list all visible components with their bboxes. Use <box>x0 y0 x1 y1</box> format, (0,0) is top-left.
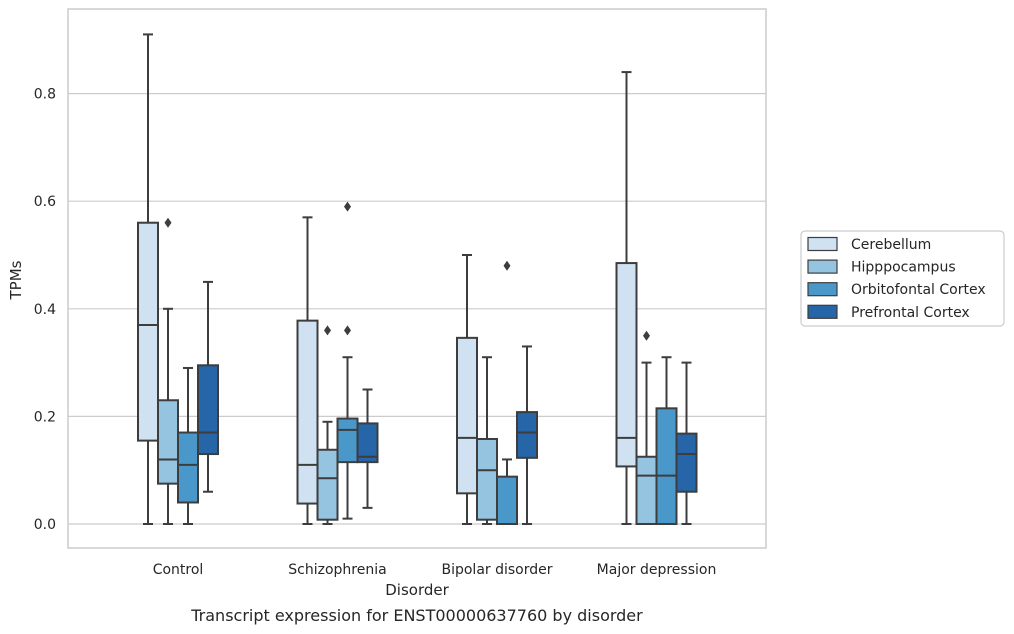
box-cerebellum-2 <box>456 254 478 525</box>
outlier-point <box>344 325 351 336</box>
y-tick-label: 0.0 <box>34 517 56 533</box>
box-prefrontal-cortex-3 <box>675 361 698 525</box>
box-body <box>655 407 678 525</box>
outlier-point <box>344 201 351 212</box>
box-body <box>137 221 159 442</box>
legend-label: Hipppocampus <box>851 260 956 276</box>
box-prefrontal-cortex-0 <box>197 280 219 493</box>
box-body <box>336 417 359 464</box>
legend-swatch <box>807 304 838 319</box>
box-body <box>675 432 698 493</box>
box-body <box>496 475 518 526</box>
box-body <box>456 336 478 495</box>
box-hipppocampus-1 <box>316 325 339 525</box>
legend-swatch <box>807 236 838 252</box>
y-tick-label: 0.2 <box>34 409 56 425</box>
legend-swatch <box>807 259 838 274</box>
box-orbitofontal-cortex-3 <box>655 356 678 525</box>
box-hipppocampus-2 <box>476 356 498 525</box>
box-hipppocampus-3 <box>635 330 658 525</box>
box-orbitofontal-cortex-2 <box>496 260 518 526</box>
box-orbitofontal-cortex-1 <box>336 201 359 520</box>
legend-swatch <box>807 282 838 297</box>
x-tick-labels: Control Schizophrenia Bipolar disorder Majo… <box>153 562 717 578</box>
box-body <box>316 448 339 521</box>
outlier-point <box>503 260 511 271</box>
outlier-point <box>324 325 331 336</box>
box-body <box>296 319 319 505</box>
box-cerebellum-1 <box>296 216 319 525</box>
box-body <box>356 422 379 464</box>
box-orbitofontal-cortex-0 <box>177 366 199 525</box>
y-axis-label: TPMs <box>7 260 25 300</box>
legend-frame <box>800 230 1005 327</box>
box-cerebellum-0 <box>137 33 159 525</box>
plot-frame <box>67 8 767 549</box>
box-body <box>157 399 179 485</box>
figure-caption: Transcript expression for ENST0000063776… <box>191 606 643 625</box>
box-hipppocampus-0 <box>157 217 179 525</box>
legend-label: Cerebellum <box>851 237 931 253</box>
legend: Cerebellum Hipppocampus Orbitofontal Corte… <box>800 230 1005 327</box>
box-prefrontal-cortex-2 <box>516 345 538 525</box>
x-axis-label: Disorder <box>385 581 449 599</box>
box-prefrontal-cortex-1 <box>356 388 379 509</box>
box-body <box>516 411 538 459</box>
y-tick-label: 0.6 <box>34 194 56 210</box>
legend-label: Orbitofontal Cortex <box>851 282 986 298</box>
box-body <box>177 431 199 504</box>
box-body <box>476 437 498 521</box>
legend-label: Prefrontal Cortex <box>851 305 970 321</box>
y-tick-label: 0.4 <box>34 302 56 318</box>
box-body <box>615 262 638 468</box>
x-tick-label: Schizophrenia <box>288 562 386 578</box>
x-tick-label: Bipolar disorder <box>441 562 552 578</box>
outlier-point <box>164 217 172 228</box>
outlier-point <box>643 330 650 341</box>
y-tick-label: 0.8 <box>34 87 56 103</box>
box-body <box>197 364 219 456</box>
x-tick-label: Major depression <box>597 562 717 578</box>
box-body <box>635 455 658 525</box>
x-tick-label: Control <box>153 562 204 578</box>
plot-marks <box>137 33 698 526</box>
y-tick-labels: 0.0 0.2 0.4 0.6 0.8 <box>34 87 56 533</box>
box-cerebellum-3 <box>615 71 638 525</box>
